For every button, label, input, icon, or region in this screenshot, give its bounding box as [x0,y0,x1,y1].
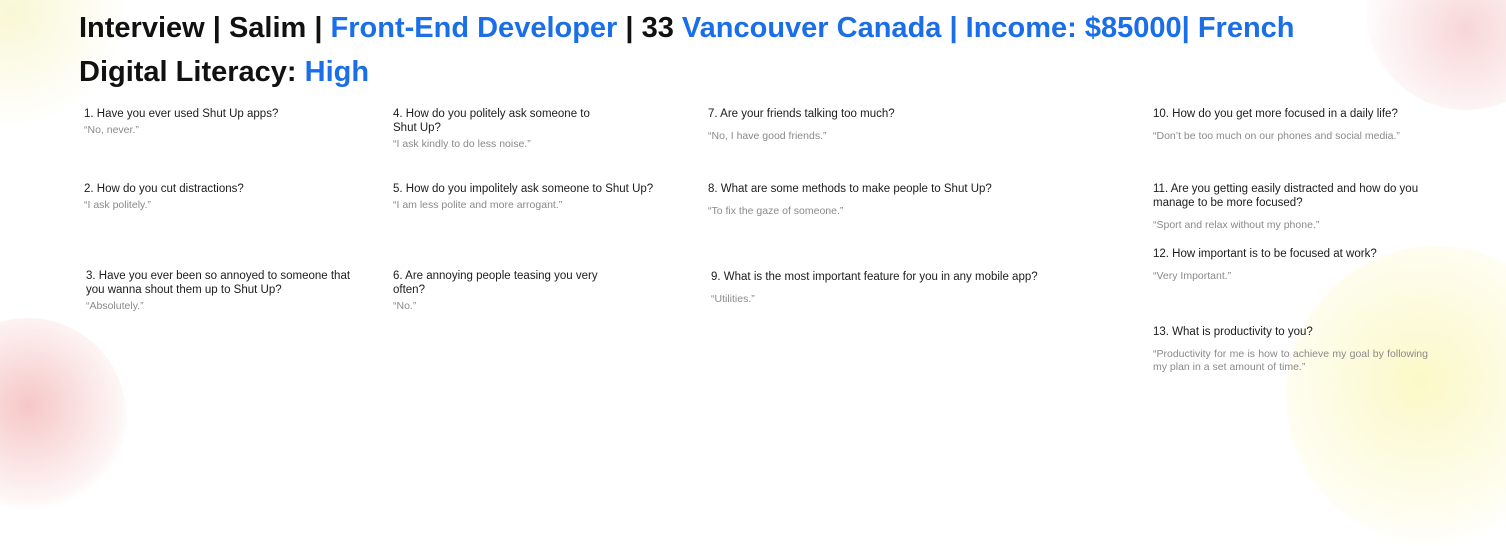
page-title: Interview | Salim | Front-End Developer … [79,6,1459,94]
title-line-2: Digital Literacy: High [79,56,369,88]
answer: “Sport and relax without my phone.” [1153,219,1320,231]
qa-item-13: 13. What is productivity to you? “Produc… [1153,325,1428,374]
answer: “No, I have good friends.” [708,130,827,142]
question: 3. Have you ever been so annoyed to some… [86,270,351,296]
answer: “Absolutely.” [86,300,144,312]
title-age: | 33 [625,12,682,44]
qa-item-12: 12. How important is to be focused at wo… [1153,247,1443,283]
qa-item-9: 9. What is the most important feature fo… [711,270,1071,306]
qa-item-4: 4. How do you politely ask someone to Sh… [393,107,615,151]
answer: “Productivity for me is how to achieve m… [1153,348,1428,373]
answer: “I am less polite and more arrogant.” [393,199,563,211]
question: 12. How important is to be focused at wo… [1153,248,1377,260]
question: 7. Are your friends talking too much? [708,108,895,120]
answer: “No, never.” [84,124,139,136]
qa-item-10: 10. How do you get more focused in a dai… [1153,107,1443,143]
question: 1. Have you ever used Shut Up apps? [84,108,279,120]
title-role: Front-End Developer [330,12,626,44]
answer: “No.” [393,300,417,312]
question: 9. What is the most important feature fo… [711,271,1038,283]
question: 8. What are some methods to make people … [708,183,992,195]
answer: “Very Important.” [1153,270,1232,282]
answer: “I ask kindly to do less noise.” [393,138,531,150]
qa-item-1: 1. Have you ever used Shut Up apps? “No,… [84,107,354,137]
question: 2. How do you cut distractions? [84,183,244,195]
qa-item-6: 6. Are annoying people teasing you very … [393,269,623,313]
answer: “I ask politely.” [84,199,151,211]
answer: “To fix the gaze of someone.” [708,205,844,217]
qa-item-7: 7. Are your friends talking too much? “N… [708,107,1028,143]
title-name: Interview | Salim | [79,12,331,44]
question: 10. How do you get more focused in a dai… [1153,108,1398,120]
qa-item-11: 11. Are you getting easily distracted an… [1153,182,1443,232]
qa-item-2: 2. How do you cut distractions? “I ask p… [84,182,354,212]
decorative-blob-bottom-right [1286,246,1506,546]
qa-item-3: 3. Have you ever been so annoyed to some… [86,269,351,313]
question: 13. What is productivity to you? [1153,326,1313,338]
answer: “Utilities.” [711,293,755,305]
digital-literacy-label: Digital Literacy: [79,56,305,88]
question: 11. Are you getting easily distracted an… [1153,183,1419,209]
answer: “Don’t be too much on our phones and soc… [1153,130,1400,142]
title-location-income-language: Vancouver Canada | Income: $85000| Frenc… [681,12,1295,44]
qa-item-5: 5. How do you impolitely ask someone to … [393,182,683,212]
question: 4. How do you politely ask someone to Sh… [393,108,590,134]
decorative-blob-bottom-left [0,318,126,514]
digital-literacy-value: High [304,56,370,88]
question: 6. Are annoying people teasing you very … [393,270,598,296]
qa-item-8: 8. What are some methods to make people … [708,182,1038,218]
question: 5. How do you impolitely ask someone to … [393,183,654,195]
title-line-1: Interview | Salim | Front-End Developer … [79,12,1295,44]
